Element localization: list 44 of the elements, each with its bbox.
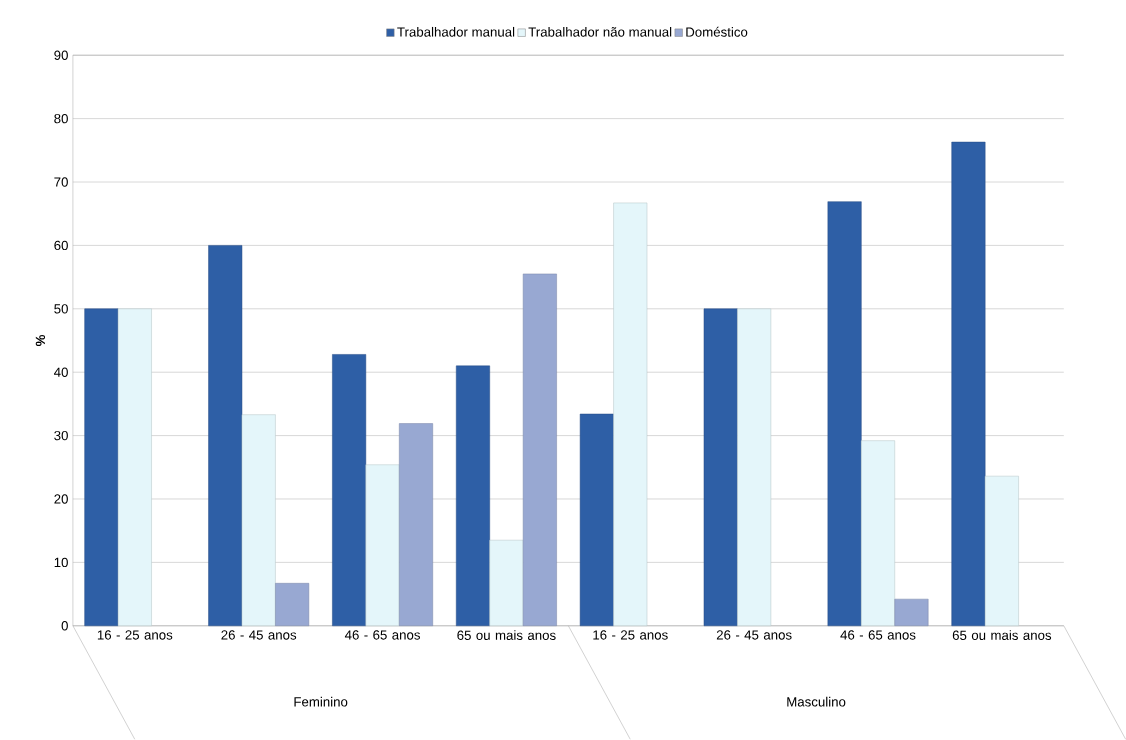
x-tick-label: 16 - 25 anos xyxy=(97,630,173,640)
bar xyxy=(275,583,310,627)
y-tick-label: 70 xyxy=(54,177,68,187)
x-tick-label: 46 - 65 anos xyxy=(344,630,420,640)
bar xyxy=(456,365,490,627)
legend-label: Doméstico xyxy=(686,27,748,37)
bar xyxy=(984,476,1019,627)
bar xyxy=(894,599,929,627)
legend-label: Trabalhador manual xyxy=(397,27,515,37)
y-tick-label: 10 xyxy=(54,557,68,568)
bar xyxy=(522,273,557,627)
bar xyxy=(737,308,772,627)
x-tick-label: 26 - 45 anos xyxy=(221,630,297,640)
bar xyxy=(208,245,243,627)
text: Masculino xyxy=(787,696,846,707)
bar xyxy=(613,202,648,627)
y-tick-label: 90 xyxy=(54,50,68,61)
bar xyxy=(489,540,524,627)
bar xyxy=(399,423,433,627)
y-tick-label: 50 xyxy=(54,304,68,314)
bar xyxy=(84,308,119,627)
x-tick-label: 16 - 25 anos xyxy=(593,630,668,640)
y-tick-label: 80 xyxy=(54,114,68,124)
x-tick-label: 46 - 65 anos xyxy=(840,630,916,640)
bar xyxy=(241,414,276,627)
y-tick-label: 0 xyxy=(61,621,68,631)
x-tick-label: 65 ou mais anos xyxy=(952,630,1052,641)
y-tick-label: 20 xyxy=(54,494,68,504)
x-tick-label: 26 - 45 anos xyxy=(716,630,792,640)
bar xyxy=(827,201,862,627)
x-tick-label: 65 ou mais anos xyxy=(457,630,556,641)
bar xyxy=(861,440,895,627)
legend-label: Trabalhador não manual xyxy=(528,27,672,37)
bar xyxy=(332,354,367,627)
bar xyxy=(365,464,400,627)
y-tick-label: 40 xyxy=(54,367,68,378)
bar xyxy=(117,308,152,627)
bar xyxy=(579,413,614,627)
text: Feminino xyxy=(294,696,348,707)
y-tick-label: 60 xyxy=(54,240,68,251)
y-tick-label: 30 xyxy=(54,431,68,441)
bar xyxy=(951,142,986,627)
bar xyxy=(703,308,738,627)
y-axis-title: % xyxy=(35,335,46,347)
